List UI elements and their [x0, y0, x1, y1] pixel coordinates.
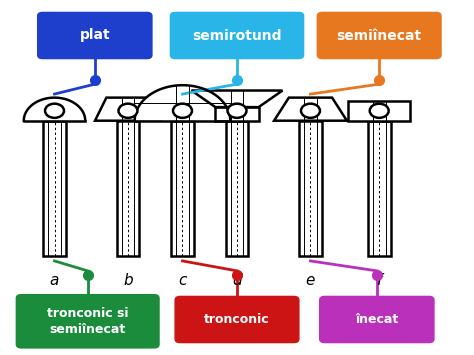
- FancyBboxPatch shape: [170, 12, 304, 59]
- Circle shape: [45, 104, 64, 118]
- Polygon shape: [215, 107, 259, 121]
- Polygon shape: [348, 101, 410, 121]
- Bar: [43, 121, 66, 256]
- Polygon shape: [191, 91, 283, 107]
- Text: e: e: [306, 273, 315, 288]
- Polygon shape: [274, 98, 347, 121]
- Text: b: b: [123, 273, 133, 288]
- Circle shape: [228, 104, 246, 118]
- FancyBboxPatch shape: [319, 296, 435, 343]
- Bar: [117, 121, 139, 256]
- Text: plat: plat: [80, 28, 110, 43]
- Text: c: c: [178, 273, 187, 288]
- Circle shape: [301, 104, 320, 118]
- Bar: [368, 121, 391, 256]
- FancyBboxPatch shape: [174, 296, 300, 343]
- FancyBboxPatch shape: [16, 294, 160, 349]
- Text: a: a: [50, 273, 59, 288]
- Bar: [299, 121, 322, 256]
- Text: semirotund: semirotund: [192, 28, 282, 43]
- Text: f: f: [376, 273, 382, 288]
- Text: înecat: înecat: [355, 313, 399, 326]
- Circle shape: [370, 104, 389, 118]
- Text: tronconic si
semiînecat: tronconic si semiînecat: [47, 307, 128, 336]
- Bar: [171, 121, 194, 256]
- Polygon shape: [95, 98, 161, 121]
- Text: tronconic: tronconic: [204, 313, 270, 326]
- Polygon shape: [24, 98, 85, 121]
- Text: d: d: [232, 273, 242, 288]
- FancyBboxPatch shape: [37, 12, 153, 59]
- FancyBboxPatch shape: [317, 12, 442, 59]
- Bar: [226, 121, 248, 256]
- Circle shape: [118, 104, 137, 118]
- Polygon shape: [135, 85, 230, 121]
- Circle shape: [173, 104, 192, 118]
- Text: semiînecat: semiînecat: [337, 28, 422, 43]
